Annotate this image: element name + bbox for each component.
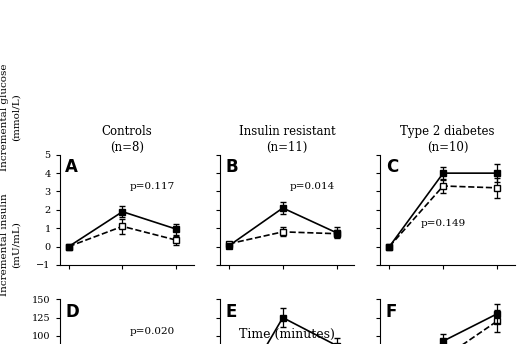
Text: p=0.014: p=0.014: [290, 182, 335, 191]
Text: Incremental glucose
(mmol/L): Incremental glucose (mmol/L): [1, 63, 20, 171]
Text: C: C: [386, 158, 398, 176]
Title: Controls
(n=8): Controls (n=8): [101, 125, 152, 154]
Title: Type 2 diabetes
(n=10): Type 2 diabetes (n=10): [400, 125, 495, 154]
Text: B: B: [226, 158, 238, 176]
Text: p=0.149: p=0.149: [421, 219, 466, 228]
Text: p=0.117: p=0.117: [129, 182, 175, 191]
Text: Time (minutes): Time (minutes): [239, 327, 335, 341]
Text: Incremental insulin
(mU/mL): Incremental insulin (mU/mL): [1, 193, 20, 295]
Text: E: E: [226, 303, 237, 321]
Text: p=0.020: p=0.020: [129, 327, 175, 336]
Text: F: F: [386, 303, 397, 321]
Title: Insulin resistant
(n=11): Insulin resistant (n=11): [239, 125, 335, 154]
Text: A: A: [65, 158, 78, 176]
Text: D: D: [65, 303, 79, 321]
